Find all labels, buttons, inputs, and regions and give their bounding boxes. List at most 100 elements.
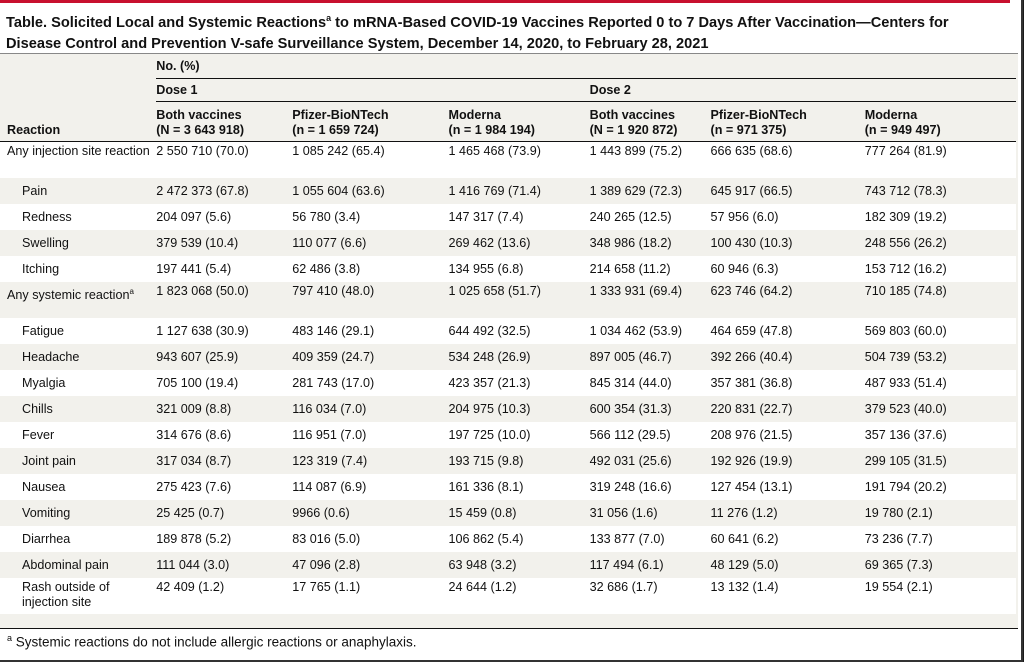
table-row: Myalgia 705 100 (19.4) 281 743 (17.0) 423 3… (0, 370, 1016, 396)
table-footnote: a Systemic reactions do not include alle… (0, 628, 1018, 660)
reaction-label: Itching (0, 256, 156, 282)
table-row: Fatigue 1 127 638 (30.9) 483 146 (29.1) 644… (0, 318, 1016, 344)
table-cell: 204 097 (5.6) (156, 209, 232, 224)
table-cell: 314 676 (8.6) (156, 427, 232, 442)
reaction-label: Fatigue (0, 318, 156, 344)
table-row: Chills 321 009 (8.8) 116 034 (7.0) 204 975 … (0, 396, 1016, 422)
table-cell: 645 917 (66.5) (710, 183, 793, 198)
table-cell: 600 354 (31.3) (589, 401, 672, 416)
title-footnote-mark: a (326, 13, 332, 23)
table-cell: 1 823 068 (50.0) (156, 284, 249, 298)
table-cell: 60 641 (6.2) (710, 531, 779, 546)
table-cell: 127 454 (13.1) (710, 479, 793, 494)
reactions-table: No. (%) Dose 1 Dose 2 Reaction Both vacc… (0, 54, 1016, 614)
table-cell: 197 725 (10.0) (448, 427, 531, 442)
table-cell: 705 100 (19.4) (156, 375, 239, 390)
reaction-label-text: Joint pain (22, 453, 76, 468)
table-cell: 710 185 (74.8) (864, 284, 947, 298)
table-row: Pain 2 472 373 (67.8) 1 055 604 (63.6) 1 41… (0, 178, 1016, 204)
table-cell: 1 085 242 (65.4) (292, 144, 385, 158)
table-cell: 487 933 (51.4) (864, 375, 947, 390)
table-cell: 464 659 (47.8) (710, 323, 793, 338)
table-cell: 116 034 (7.0) (292, 401, 367, 416)
table-cell: 321 009 (8.8) (156, 401, 232, 416)
reaction-label: Vomiting (0, 500, 156, 526)
table-row: Joint pain 317 034 (8.7) 123 319 (7.4) 193 … (0, 448, 1016, 474)
table-cell: 182 309 (19.2) (864, 209, 947, 224)
reaction-label: Fever (0, 422, 156, 448)
footnote-mark: a (7, 633, 13, 643)
table-row: Any injection site reaction 2 550 710 (70… (0, 141, 1016, 178)
reaction-label-text: Any injection site reaction (7, 144, 150, 158)
table-cell: 317 034 (8.7) (156, 453, 232, 468)
table-cell: 73 236 (7.7) (864, 531, 933, 546)
table-row: Headache 943 607 (25.9) 409 359 (24.7) 534 … (0, 344, 1016, 370)
reaction-label: Pain (0, 178, 156, 204)
table-cell: 42 409 (1.2) (156, 580, 225, 594)
column-header: Both vaccines (N = 3 643 918) (156, 108, 245, 137)
table-cell: 197 441 (5.4) (156, 261, 232, 276)
table-cell: 100 430 (10.3) (710, 235, 793, 250)
reaction-label-text: Diarrhea (22, 531, 71, 546)
table-cell: 220 831 (22.7) (710, 401, 793, 416)
table-cell: 357 136 (37.6) (864, 427, 947, 442)
reaction-label: Diarrhea (0, 526, 156, 552)
table-cell: 214 658 (11.2) (589, 261, 671, 276)
reaction-label: Redness (0, 204, 156, 230)
table-cell: 845 314 (44.0) (589, 375, 672, 390)
table-cell: 269 462 (13.6) (448, 235, 531, 250)
table-cell: 1 465 468 (73.9) (448, 144, 541, 158)
table-cell: 204 975 (10.3) (448, 401, 531, 416)
reaction-label: Rash outside of injection site (0, 578, 156, 614)
table-cell: 32 686 (1.7) (589, 580, 658, 594)
table-cell: 1 333 931 (69.4) (589, 284, 683, 298)
table-cell: 110 077 (6.6) (292, 235, 367, 250)
reaction-header: Reaction (7, 123, 61, 137)
table-cell: 161 336 (8.1) (448, 479, 524, 494)
table-cell: 111 044 (3.0) (156, 557, 230, 572)
table-cell: 134 955 (6.8) (448, 261, 524, 276)
table-cell: 504 739 (53.2) (864, 349, 947, 364)
header-row-columns: Reaction Both vaccines (N = 3 643 918) Pf… (0, 102, 1016, 142)
reaction-label: Myalgia (0, 370, 156, 396)
table-cell: 69 365 (7.3) (864, 557, 933, 572)
table-row: Redness 204 097 (5.6) 56 780 (3.4) 147 317 … (0, 204, 1016, 230)
dose1-header: Dose 1 (156, 78, 449, 102)
table-row: Itching 197 441 (5.4) 62 486 (3.8) 134 955 … (0, 256, 1016, 282)
table-cell: 13 132 (1.4) (710, 580, 779, 594)
table-cell: 15 459 (0.8) (448, 505, 517, 520)
table-cell: 566 112 (29.5) (589, 427, 671, 442)
table-cell: 777 264 (81.9) (864, 144, 947, 158)
table-cell: 392 266 (40.4) (710, 349, 793, 364)
table-cell: 1 127 638 (30.9) (156, 323, 249, 338)
table-cell: 275 423 (7.6) (156, 479, 232, 494)
table-cell: 666 635 (68.6) (710, 144, 793, 158)
table-cell: 623 746 (64.2) (710, 284, 793, 298)
table-cell: 193 715 (9.8) (448, 453, 524, 468)
title-text: Table. Solicited Local and Systemic Reac… (6, 14, 327, 31)
table-row: Any systemic reactiona 1 823 068 (50.0) 79… (0, 282, 1016, 318)
table-row: Abdominal pain 111 044 (3.0) 47 096 (2.8) 6… (0, 552, 1016, 578)
table-cell: 62 486 (3.8) (292, 261, 361, 276)
table-row: Fever 314 676 (8.6) 116 951 (7.0) 197 725 (… (0, 422, 1016, 448)
table-cell: 19 780 (2.1) (864, 505, 933, 520)
reaction-label-text: Itching (22, 261, 60, 276)
table-cell: 1 025 658 (51.7) (448, 284, 541, 298)
table-cell: 11 276 (1.2) (710, 505, 778, 520)
table-cell: 106 862 (5.4) (448, 531, 524, 546)
column-header: Moderna (n = 949 497) (864, 108, 941, 137)
table-cell: 153 712 (16.2) (864, 261, 947, 276)
reaction-label: Swelling (0, 230, 156, 256)
table-cell: 1 055 604 (63.6) (292, 183, 385, 198)
table-cell: 189 878 (5.2) (156, 531, 232, 546)
column-header: Both vaccines (N = 1 920 872) (589, 108, 678, 137)
table-cell: 743 712 (78.3) (864, 183, 947, 198)
table-cell: 25 425 (0.7) (156, 505, 225, 520)
reaction-label-text: Pain (22, 183, 48, 198)
table-row: Vomiting 25 425 (0.7) 9966 (0.6) 15 459 (0.… (0, 500, 1016, 526)
footnote-mark: a (129, 287, 134, 296)
table-cell: 57 956 (6.0) (710, 209, 779, 224)
table-cell: 48 129 (5.0) (710, 557, 779, 572)
table-cell: 1 416 769 (71.4) (448, 183, 541, 198)
table-cell: 19 554 (2.1) (864, 580, 933, 594)
